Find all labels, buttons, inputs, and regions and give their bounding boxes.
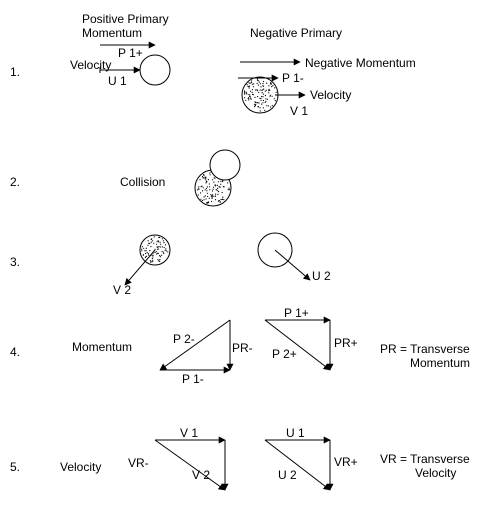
label-collision: Collision	[120, 175, 165, 189]
label-momentum-row4: Momentum	[72, 340, 132, 354]
diagram-stage: 1. 2. 3. 4. 5. Positive Primary Momentum…	[0, 0, 500, 525]
label-pr-legend-2: Momentum	[410, 356, 470, 370]
label-v1: V 1	[290, 104, 308, 118]
label-negative-momentum: Negative Momentum	[305, 56, 416, 70]
label-pr-legend-1: PR = Transverse	[380, 342, 470, 356]
label-pr-plus: PR+	[334, 336, 358, 350]
label-positive-primary: Positive Primary	[82, 12, 169, 26]
row-number-5: 5.	[10, 460, 20, 474]
label-u1-row5: U 1	[286, 426, 305, 440]
row-number-1: 1.	[10, 65, 20, 79]
label-velocity-right: Velocity	[310, 88, 351, 102]
label-vr-legend-2: Velocity	[415, 466, 456, 480]
label-negative-primary: Negative Primary	[250, 26, 342, 40]
label-vr-plus: VR+	[334, 455, 358, 469]
label-p1-minus: P 1-	[282, 71, 304, 85]
label-velocity-row5: Velocity	[60, 460, 101, 474]
label-vr-legend-1: VR = Transverse	[380, 452, 470, 466]
label-p1-minus-row4: P 1-	[182, 372, 204, 386]
label-v1-row5: V 1	[180, 426, 198, 440]
label-u2-row5: U 2	[278, 468, 297, 482]
label-u2: U 2	[312, 269, 331, 283]
label-p2-plus: P 2+	[272, 347, 297, 361]
label-p2-minus: P 2-	[173, 332, 195, 346]
label-p1-plus-row4: P 1+	[284, 306, 309, 320]
row-number-2: 2.	[10, 175, 20, 189]
label-velocity-left: Velocity	[70, 58, 111, 72]
diagram-svg	[0, 0, 500, 525]
label-pr-minus: PR-	[232, 341, 253, 355]
label-momentum-left: Momentum	[82, 26, 142, 40]
label-u1: U 1	[108, 74, 127, 88]
row-number-4: 4.	[10, 345, 20, 359]
label-v2: V 2	[113, 283, 131, 297]
row-number-3: 3.	[10, 255, 20, 269]
label-v2-row5: V 2	[192, 468, 210, 482]
label-vr-minus: VR-	[128, 456, 149, 470]
label-p1-plus: P 1+	[118, 46, 143, 60]
